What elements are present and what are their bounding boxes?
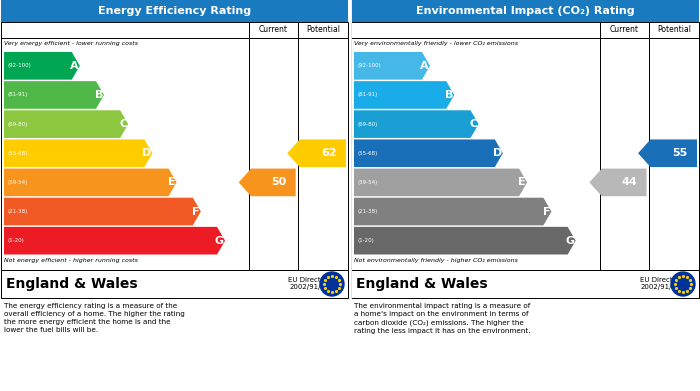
Text: A: A [70, 61, 79, 71]
Text: E: E [519, 178, 526, 187]
Text: (21-38): (21-38) [7, 209, 27, 214]
Text: England & Wales: England & Wales [356, 277, 488, 291]
Polygon shape [354, 198, 552, 225]
Text: Potential: Potential [657, 25, 691, 34]
Text: E: E [168, 178, 176, 187]
Circle shape [671, 272, 695, 296]
Text: EU Directive
2002/91/EC: EU Directive 2002/91/EC [640, 278, 682, 291]
Text: 62: 62 [321, 148, 337, 158]
Text: (92-100): (92-100) [357, 63, 381, 68]
Text: EU Directive
2002/91/EC: EU Directive 2002/91/EC [288, 278, 332, 291]
Text: Not environmentally friendly - higher CO₂ emissions: Not environmentally friendly - higher CO… [354, 258, 518, 263]
Text: (55-68): (55-68) [357, 151, 377, 156]
Text: (81-91): (81-91) [357, 92, 377, 97]
Text: (69-80): (69-80) [7, 122, 27, 127]
Polygon shape [4, 140, 153, 167]
Polygon shape [589, 169, 647, 196]
Text: C: C [119, 119, 127, 129]
Polygon shape [4, 110, 128, 138]
Text: G: G [215, 236, 224, 246]
Text: Potential: Potential [306, 25, 340, 34]
Polygon shape [354, 52, 430, 80]
Polygon shape [4, 227, 225, 255]
Text: (1-20): (1-20) [357, 238, 374, 243]
Text: G: G [566, 236, 575, 246]
Polygon shape [354, 140, 503, 167]
Bar [351, 22, 699, 270]
Polygon shape [4, 52, 80, 80]
Circle shape [320, 272, 344, 296]
Text: Very environmentally friendly - lower CO₂ emissions: Very environmentally friendly - lower CO… [354, 41, 518, 46]
Text: F: F [193, 206, 200, 217]
Text: Current: Current [610, 25, 638, 34]
Polygon shape [4, 169, 176, 196]
Text: Current: Current [259, 25, 288, 34]
Polygon shape [4, 198, 201, 225]
Text: 55: 55 [672, 148, 687, 158]
Polygon shape [354, 227, 575, 255]
Text: D: D [493, 148, 502, 158]
Bar [351, 270, 699, 298]
Text: (39-54): (39-54) [357, 180, 377, 185]
Polygon shape [354, 110, 479, 138]
Text: B: B [445, 90, 454, 100]
Text: Energy Efficiency Rating: Energy Efficiency Rating [98, 6, 251, 16]
Polygon shape [239, 169, 295, 196]
Text: 44: 44 [622, 178, 638, 187]
Polygon shape [638, 140, 697, 167]
Text: C: C [470, 119, 477, 129]
Text: (21-38): (21-38) [357, 209, 377, 214]
Text: 50: 50 [272, 178, 286, 187]
Bar [1, 270, 348, 298]
Polygon shape [287, 140, 346, 167]
Text: (69-80): (69-80) [357, 122, 377, 127]
Text: (39-54): (39-54) [7, 180, 27, 185]
Text: (81-91): (81-91) [7, 92, 27, 97]
Bar [351, 0, 699, 22]
Bar [1, 0, 348, 22]
Text: The environmental impact rating is a measure of
a home's impact on the environme: The environmental impact rating is a mea… [354, 303, 531, 334]
Bar [1, 22, 348, 270]
Polygon shape [354, 81, 454, 109]
Text: Very energy efficient - lower running costs: Very energy efficient - lower running co… [4, 41, 138, 46]
Text: (1-20): (1-20) [7, 238, 24, 243]
Text: F: F [543, 206, 550, 217]
Text: (92-100): (92-100) [7, 63, 31, 68]
Text: Environmental Impact (CO₂) Rating: Environmental Impact (CO₂) Rating [416, 6, 634, 16]
Polygon shape [4, 81, 104, 109]
Text: Not energy efficient - higher running costs: Not energy efficient - higher running co… [4, 258, 138, 263]
Text: (55-68): (55-68) [7, 151, 27, 156]
Text: The energy efficiency rating is a measure of the
overall efficiency of a home. T: The energy efficiency rating is a measur… [4, 303, 185, 333]
Text: England & Wales: England & Wales [6, 277, 138, 291]
Polygon shape [354, 169, 527, 196]
Text: A: A [421, 61, 429, 71]
Text: B: B [94, 90, 103, 100]
Text: D: D [142, 148, 151, 158]
